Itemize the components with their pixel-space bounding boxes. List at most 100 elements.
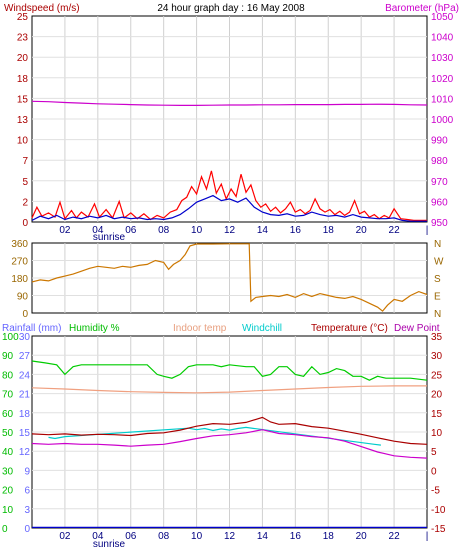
y-tick-label: 18 (17, 74, 29, 85)
legend-windchill: Windchill (242, 323, 282, 334)
direction-series (31, 243, 428, 312)
temperature-ticks: -15 -10 -5 0 5 10 15 20 25 30 35 (431, 332, 446, 535)
y-tick-label: 970 (431, 177, 448, 188)
y-tick-label: -5 (431, 486, 440, 497)
y-tick-label: 1030 (431, 53, 454, 64)
y-tick-label: 1040 (431, 33, 454, 44)
series-windchill (48, 426, 381, 446)
y-tick-label: 15 (19, 428, 31, 439)
y-tick-label: 2 (22, 197, 28, 208)
y-tick-label: 23 (17, 33, 29, 44)
y-tick-label: 0 (24, 524, 30, 535)
x-tick-label: 22 (389, 225, 401, 236)
x-tick-label: 10 (191, 531, 203, 542)
barometer-axis-title: Barometer (hPa) (385, 3, 459, 14)
wind-barometer-chart: Windspeed (m/s) 24 hour graph day : 16 M… (4, 3, 459, 243)
sunrise-label-bottom: sunrise (93, 539, 126, 550)
y-tick-label: W (434, 257, 444, 268)
x-tick-label: 04 (92, 531, 104, 542)
x-tick-label: 22 (389, 531, 401, 542)
x-tick-label: 12 (224, 225, 236, 236)
y-tick-label: 0 (22, 309, 28, 320)
y-tick-label: 5 (431, 447, 437, 458)
legend-indoor-temp: Indoor temp (173, 323, 227, 334)
sunrise-label-top: sunrise (93, 232, 126, 243)
y-tick-label: 90 (17, 292, 29, 303)
x-tick-label: 12 (224, 531, 236, 542)
y-tick-label: 60 (2, 409, 14, 420)
series-wind-direction (31, 243, 428, 312)
y-tick-label: 6 (24, 486, 30, 497)
y-tick-label: E (434, 292, 441, 303)
windspeed-axis-title: Windspeed (m/s) (4, 3, 80, 14)
rainfall-ticks: 0 3 6 9 12 15 18 21 24 27 30 (19, 332, 31, 535)
y-tick-label: N (434, 309, 441, 320)
y-tick-label: 24 (19, 370, 31, 381)
y-tick-label: 180 (11, 274, 28, 285)
y-tick-label: 100 (2, 332, 19, 343)
temperature-grid (32, 336, 427, 528)
y-tick-label: 50 (2, 428, 14, 439)
temperature-chart: Rainfall (mm) Humidity % Indoor temp Win… (2, 323, 446, 550)
y-tick-label: 990 (431, 136, 448, 147)
y-tick-label: 5 (22, 177, 28, 188)
y-tick-label: 15 (17, 94, 29, 105)
x-tick-label: 04 (92, 225, 104, 236)
y-tick-label: 20 (431, 390, 443, 401)
y-tick-label: 27 (19, 351, 31, 362)
y-tick-label: 20 (2, 486, 14, 497)
legend-dew-point: Dew Point (394, 323, 440, 334)
y-tick-label: 30 (431, 351, 443, 362)
y-tick-label: 35 (431, 332, 443, 343)
series-windspeed-m-s (31, 194, 427, 222)
x-tick-label: 18 (323, 531, 335, 542)
y-tick-label: 80 (2, 370, 14, 381)
y-tick-label: 1050 (431, 12, 454, 23)
x-tick-label: 08 (158, 225, 170, 236)
y-tick-label: 10 (17, 136, 29, 147)
x-tick-label: 02 (59, 225, 71, 236)
y-tick-label: 0 (22, 218, 28, 229)
series-temperature-c (31, 416, 428, 445)
x-tick-label: 06 (125, 531, 137, 542)
y-tick-label: 950 (431, 218, 448, 229)
y-tick-label: 70 (2, 390, 14, 401)
x-tick-label: 18 (323, 225, 335, 236)
y-tick-label: 0 (431, 466, 437, 477)
series-wind-gust-m-s (31, 170, 427, 221)
y-tick-label: 30 (2, 466, 14, 477)
x-tick-label: | (426, 225, 429, 236)
legend-rainfall: Rainfall (mm) (2, 323, 61, 334)
x-tick-label: 14 (257, 531, 269, 542)
x-tick-label: | (426, 531, 429, 542)
y-tick-label: 30 (19, 332, 31, 343)
direction-degree-ticks: 0 90 180 270 360 (11, 239, 28, 320)
wind-x-ticks: 02 04 06 08 10 12 14 16 18 20 22 | (59, 225, 428, 236)
y-tick-label: 1020 (431, 74, 454, 85)
direction-grid (32, 243, 427, 313)
y-tick-label: 18 (19, 409, 31, 420)
legend-temperature: Temperature (°C) (311, 323, 388, 334)
y-tick-label: S (434, 274, 441, 285)
y-tick-label: 360 (11, 239, 28, 250)
y-tick-label: 21 (19, 390, 31, 401)
series-humidity (31, 360, 428, 381)
temperature-x-ticks: 02 04 06 08 10 12 14 16 18 20 22 | (59, 531, 428, 542)
y-tick-label: -10 (431, 505, 446, 516)
x-tick-label: 16 (290, 225, 302, 236)
y-tick-label: 960 (431, 197, 448, 208)
y-tick-label: 90 (2, 351, 14, 362)
temperature-series (31, 360, 428, 529)
y-tick-label: 9 (24, 466, 30, 477)
legend-humidity: Humidity % (69, 323, 120, 334)
series-barometer-hpa (31, 100, 428, 107)
y-tick-label: N (434, 239, 441, 250)
y-tick-label: 15 (431, 409, 443, 420)
y-tick-label: 40 (2, 447, 14, 458)
y-tick-label: 13 (17, 115, 29, 126)
y-tick-label: 25 (431, 370, 443, 381)
